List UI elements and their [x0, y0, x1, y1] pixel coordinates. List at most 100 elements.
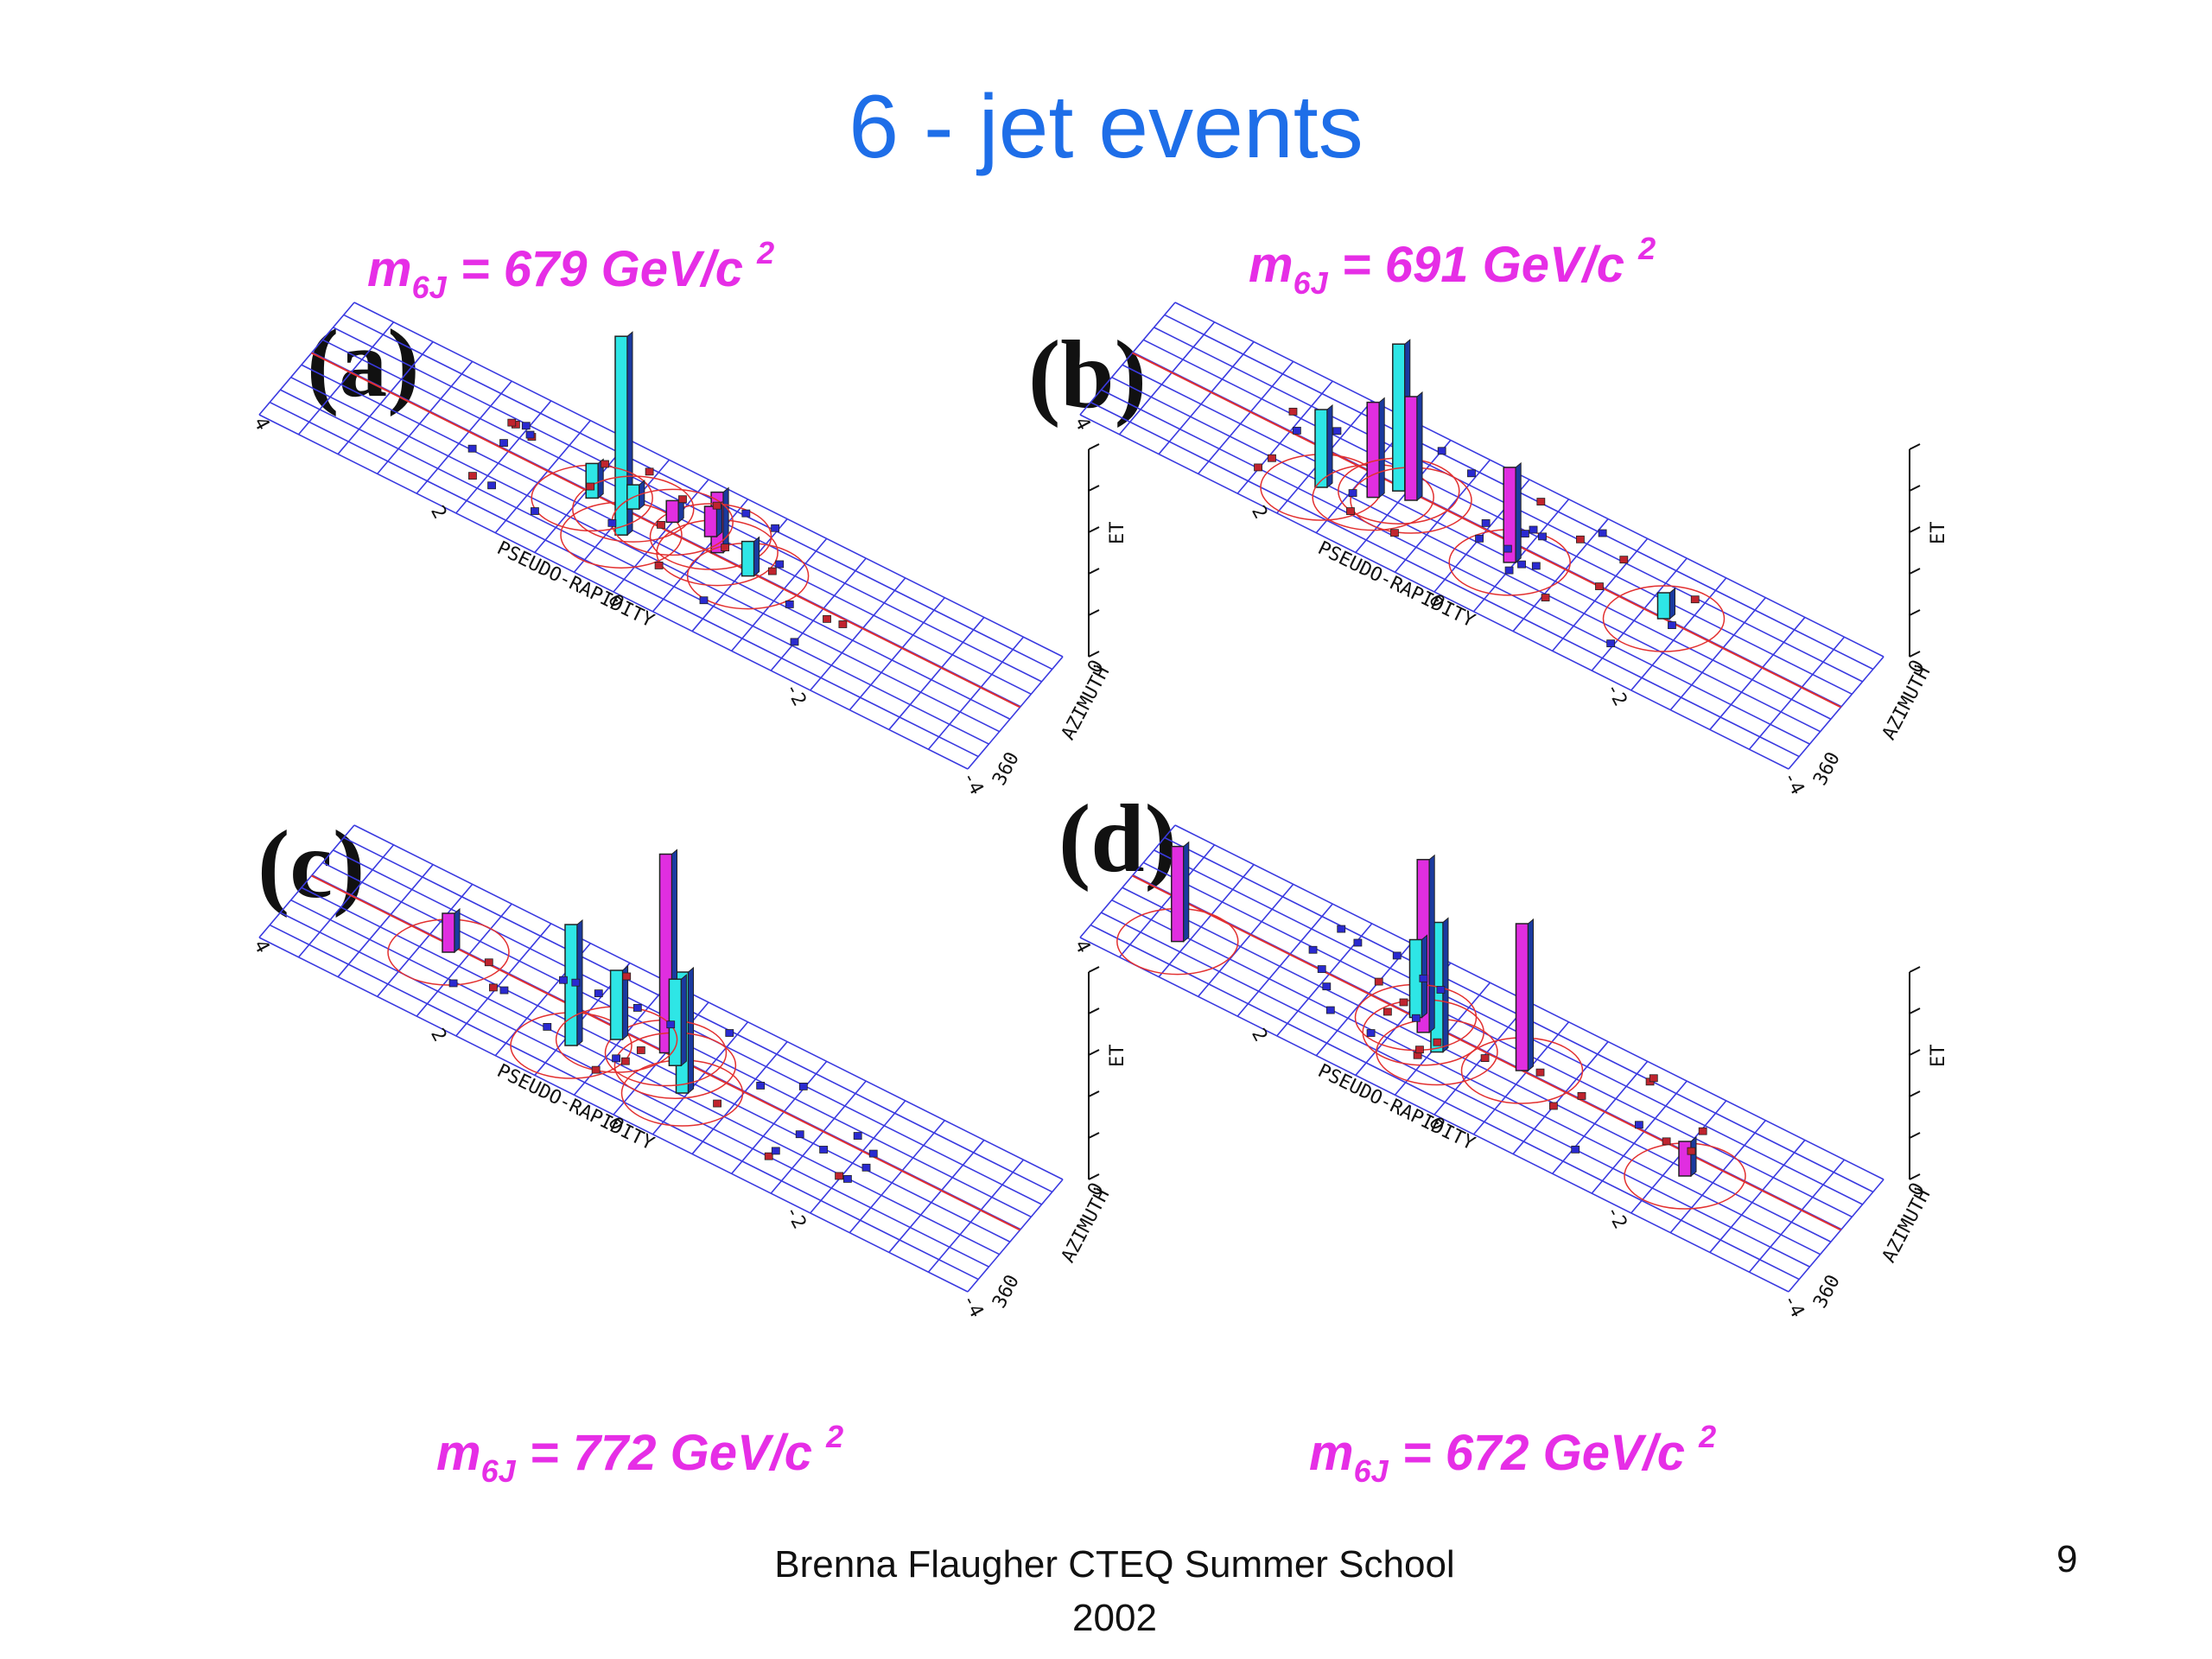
grid-line [1079, 414, 1789, 770]
grid-line [1158, 864, 1255, 978]
cell-deposit [1595, 582, 1604, 590]
energy-tower-side [1326, 404, 1333, 489]
pseudo-rapidity-label: PSEUDO-RAPIDITY [1314, 1060, 1478, 1155]
et-tick [1909, 568, 1921, 575]
cell-deposit [1374, 977, 1383, 986]
cell-deposit [1504, 566, 1514, 575]
energy-tower [442, 912, 455, 953]
mass-label-c: m6J = 772 GeV/c 2 [436, 1421, 843, 1487]
energy-tower [609, 969, 624, 1040]
eta-tick-label: -4 [1778, 768, 1808, 798]
cell-deposit [1520, 530, 1529, 538]
cell-deposit [1690, 595, 1700, 604]
page-number: 9 [2056, 1538, 2078, 1580]
cell-deposit [632, 1004, 642, 1012]
cell-deposit [842, 1174, 852, 1183]
grid-line [416, 903, 512, 1017]
grid-line [1142, 339, 1853, 696]
reference-line [311, 352, 1020, 709]
cell-deposit [1517, 560, 1526, 569]
grid-line [297, 321, 395, 435]
slide-title: 6 - jet events [849, 77, 1363, 177]
cell-deposit [1619, 556, 1629, 564]
mass-prefix: m [1309, 1425, 1354, 1481]
cell-deposit [1576, 535, 1585, 543]
mass-sup: 2 [826, 1419, 844, 1454]
grid-line [343, 836, 1053, 1193]
grid-line [1118, 844, 1216, 958]
eta-tick-label: 2 [1247, 1025, 1271, 1045]
reference-line [1132, 352, 1841, 709]
cell-deposit [1649, 1074, 1658, 1083]
cell-deposit [725, 1029, 734, 1037]
cell-deposit [713, 1099, 721, 1108]
cell-deposit [1662, 1137, 1671, 1146]
grid-line [1079, 824, 1176, 938]
cell-deposit [785, 600, 794, 608]
et-tick [1909, 1090, 1921, 1097]
cell-deposit [1268, 454, 1276, 462]
energy-tower-side [688, 966, 694, 1095]
energy-tower [665, 499, 679, 524]
cell-deposit [1415, 1046, 1424, 1054]
grid-line [1669, 1120, 1766, 1234]
energy-tower-side [1528, 918, 1534, 1072]
cell-deposit [467, 444, 477, 453]
cell-deposit [1346, 507, 1355, 515]
cell-deposit [868, 1149, 878, 1158]
cell-deposit [586, 482, 595, 491]
cell-deposit [1399, 998, 1408, 1007]
phi-tick-label: 360 [1809, 1271, 1845, 1312]
grid-line [1111, 899, 1821, 1255]
grid-line [301, 364, 1011, 720]
grid-line [1122, 887, 1832, 1243]
cell-deposit [819, 1146, 829, 1154]
cell-deposit [1390, 529, 1399, 537]
panel-letter-d: (d) [1058, 785, 1177, 893]
grid-line [494, 420, 591, 534]
cell-deposit [1481, 518, 1491, 527]
phi-tick-label: 360 [988, 748, 1024, 789]
cell-deposit [1577, 1091, 1586, 1100]
grid-line [455, 923, 552, 1037]
et-axis-label: ET [1107, 522, 1128, 545]
grid-line [1198, 360, 1294, 474]
et-tick [1909, 443, 1921, 450]
cell-deposit [607, 518, 617, 527]
grid-line [731, 1060, 828, 1174]
cell-deposit [1536, 498, 1546, 505]
cell-deposit [591, 1065, 601, 1074]
cell-deposit [521, 422, 531, 430]
energy-tower-side [722, 486, 729, 554]
cell-deposit [645, 467, 654, 476]
grid-line [258, 824, 355, 938]
et-axis-label: ET [1107, 1045, 1128, 1068]
grid-line [534, 439, 631, 553]
cell-deposit [622, 972, 632, 981]
cell-deposit [543, 1022, 552, 1031]
cell-deposit [489, 983, 498, 992]
grid-line [1512, 518, 1609, 632]
grid-line [888, 1139, 985, 1253]
cell-deposit [507, 418, 517, 427]
grid-line [1591, 1080, 1688, 1194]
eta-tick-label: -2 [780, 1202, 810, 1232]
energy-tower-side [622, 964, 629, 1041]
energy-tower [1404, 396, 1418, 501]
cell-deposit [1668, 621, 1676, 629]
cell-deposit [1317, 965, 1326, 973]
cell-deposit [571, 978, 581, 987]
grid-line [967, 1179, 1064, 1293]
cell-deposit [594, 989, 603, 998]
cell-deposit [1548, 1102, 1558, 1110]
cell-deposit [1382, 1007, 1392, 1016]
cell-deposit [636, 1046, 645, 1054]
mass-sub: 6J [1293, 265, 1328, 301]
grid-line [353, 302, 1064, 658]
azimuth-label: AZIMUTH [1878, 1185, 1936, 1267]
mass-text: = 772 GeV/c [515, 1425, 827, 1481]
grid-line [1090, 924, 1800, 1281]
energy-tower [703, 505, 718, 537]
